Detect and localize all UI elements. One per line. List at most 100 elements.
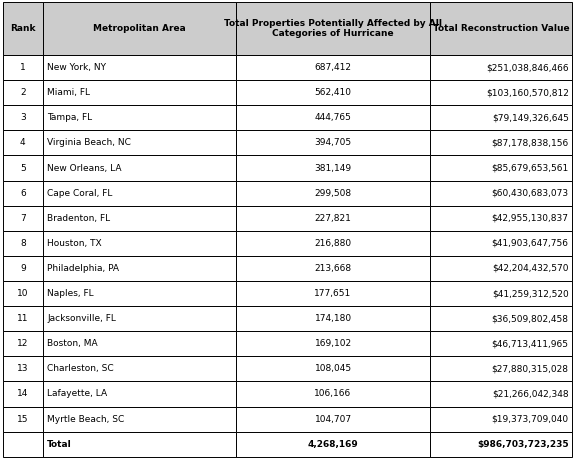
Bar (43, 306, 236, 331)
Text: Jacksonville, FL: Jacksonville, FL (47, 314, 116, 323)
Text: 4,268,169: 4,268,169 (308, 440, 358, 448)
Bar (430, 156, 572, 180)
Text: Houston, TX: Houston, TX (47, 239, 102, 248)
Bar (43, 55, 236, 80)
Text: Philadelphia, PA: Philadelphia, PA (47, 264, 120, 273)
Text: Cape Coral, FL: Cape Coral, FL (47, 189, 113, 198)
Bar (236, 306, 430, 331)
Bar (236, 356, 430, 381)
Text: Naples, FL: Naples, FL (47, 289, 94, 298)
Text: New York, NY: New York, NY (47, 63, 106, 72)
Text: $87,178,838,156: $87,178,838,156 (492, 139, 569, 147)
Text: Tampa, FL: Tampa, FL (47, 113, 93, 123)
Bar (430, 356, 572, 381)
Text: 216,880: 216,880 (315, 239, 351, 248)
Text: $60,430,683,073: $60,430,683,073 (492, 189, 569, 198)
Text: 227,821: 227,821 (315, 214, 351, 223)
Bar (430, 256, 572, 281)
Bar (3, 331, 43, 356)
Text: 5: 5 (20, 163, 26, 173)
Text: 169,102: 169,102 (315, 339, 351, 348)
Bar (3, 306, 43, 331)
Text: 381,149: 381,149 (315, 163, 351, 173)
Bar (236, 281, 430, 306)
Bar (3, 281, 43, 306)
Bar (3, 105, 43, 130)
Text: Boston, MA: Boston, MA (47, 339, 98, 348)
Bar (430, 2, 572, 55)
Bar (430, 55, 572, 80)
Text: $42,204,432,570: $42,204,432,570 (492, 264, 569, 273)
Text: Rank: Rank (10, 24, 36, 33)
Text: Total Reconstruction Value: Total Reconstruction Value (432, 24, 569, 33)
Text: $46,713,411,965: $46,713,411,965 (492, 339, 569, 348)
Text: 6: 6 (20, 189, 26, 198)
Bar (3, 80, 43, 105)
Bar (43, 407, 236, 431)
Text: Charleston, SC: Charleston, SC (47, 364, 114, 373)
Bar (236, 80, 430, 105)
Bar (43, 180, 236, 206)
Text: 9: 9 (20, 264, 26, 273)
Bar (236, 407, 430, 431)
Bar (430, 105, 572, 130)
Text: Myrtle Beach, SC: Myrtle Beach, SC (47, 414, 125, 424)
Bar (3, 156, 43, 180)
Text: Bradenton, FL: Bradenton, FL (47, 214, 110, 223)
Bar (43, 206, 236, 231)
Bar (43, 2, 236, 55)
Bar (430, 281, 572, 306)
Bar (430, 130, 572, 156)
Bar (430, 407, 572, 431)
Text: New Orleans, LA: New Orleans, LA (47, 163, 122, 173)
Text: $41,903,647,756: $41,903,647,756 (492, 239, 569, 248)
Bar (3, 231, 43, 256)
Text: 4: 4 (20, 139, 26, 147)
Text: 14: 14 (17, 389, 29, 398)
Text: 11: 11 (17, 314, 29, 323)
Text: $103,160,570,812: $103,160,570,812 (486, 88, 569, 97)
Text: $21,266,042,348: $21,266,042,348 (492, 389, 569, 398)
Bar (43, 431, 236, 457)
Bar (43, 156, 236, 180)
Text: 687,412: 687,412 (315, 63, 351, 72)
Text: 444,765: 444,765 (315, 113, 351, 123)
Bar (236, 130, 430, 156)
Text: Lafayette, LA: Lafayette, LA (47, 389, 108, 398)
Bar (430, 331, 572, 356)
Bar (43, 130, 236, 156)
Text: 108,045: 108,045 (315, 364, 351, 373)
Bar (430, 431, 572, 457)
Bar (3, 206, 43, 231)
Text: $36,509,802,458: $36,509,802,458 (492, 314, 569, 323)
Text: 15: 15 (17, 414, 29, 424)
Bar (236, 381, 430, 407)
Bar (430, 381, 572, 407)
Bar (236, 431, 430, 457)
Text: 562,410: 562,410 (315, 88, 351, 97)
Text: $19,373,709,040: $19,373,709,040 (492, 414, 569, 424)
Bar (430, 306, 572, 331)
Bar (3, 356, 43, 381)
Bar (236, 105, 430, 130)
Bar (430, 231, 572, 256)
Text: $27,880,315,028: $27,880,315,028 (492, 364, 569, 373)
Bar (3, 256, 43, 281)
Text: 104,707: 104,707 (315, 414, 351, 424)
Text: $42,955,130,837: $42,955,130,837 (492, 214, 569, 223)
Bar (3, 130, 43, 156)
Text: $986,703,723,235: $986,703,723,235 (477, 440, 569, 448)
Bar (43, 281, 236, 306)
Text: 13: 13 (17, 364, 29, 373)
Text: $251,038,846,466: $251,038,846,466 (486, 63, 569, 72)
Bar (3, 55, 43, 80)
Text: 2: 2 (20, 88, 26, 97)
Bar (236, 231, 430, 256)
Bar (430, 206, 572, 231)
Text: 174,180: 174,180 (315, 314, 351, 323)
Text: Miami, FL: Miami, FL (47, 88, 90, 97)
Text: 3: 3 (20, 113, 26, 123)
Text: 10: 10 (17, 289, 29, 298)
Text: Metropolitan Area: Metropolitan Area (93, 24, 186, 33)
Bar (236, 2, 430, 55)
